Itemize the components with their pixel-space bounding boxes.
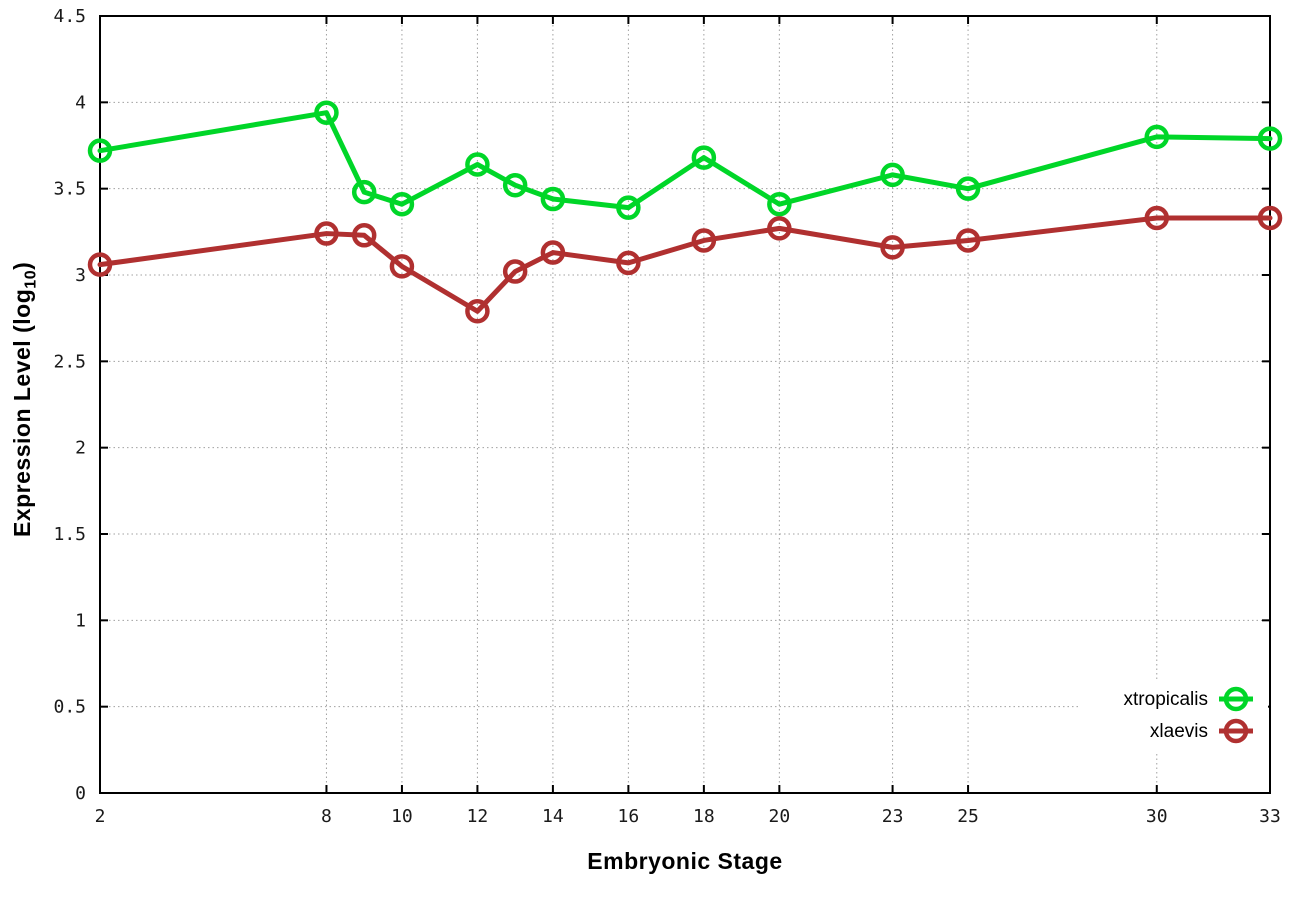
svg-text:0.5: 0.5 — [53, 697, 86, 718]
y-axis-label: Expression Level (log10) — [9, 261, 40, 537]
svg-text:8: 8 — [321, 806, 332, 827]
legend-label-xlaevis: xlaevis — [1150, 721, 1208, 742]
svg-text:30: 30 — [1146, 806, 1168, 827]
y-axis-label-subscript: 10 — [21, 269, 40, 289]
y-axis-label-close: ) — [9, 261, 35, 270]
legend-marker-xtropicalis — [1223, 686, 1249, 712]
legend: xtropicalis xlaevis — [1078, 679, 1268, 751]
legend-item-xtropicalis: xtropicalis — [1124, 686, 1253, 712]
svg-text:18: 18 — [693, 806, 715, 827]
svg-text:1: 1 — [75, 610, 86, 631]
svg-text:12: 12 — [467, 806, 489, 827]
legend-marker-xlaevis — [1223, 718, 1249, 744]
y-tick-labels: 0 0.5 1 1.5 2 2.5 3 3.5 4 4.5 — [53, 6, 86, 804]
svg-text:2: 2 — [95, 806, 106, 827]
legend-item-xlaevis: xlaevis — [1150, 718, 1253, 744]
y-axis-label-text: Expression Level (log — [9, 288, 35, 537]
svg-text:33: 33 — [1259, 806, 1281, 827]
svg-text:1.5: 1.5 — [53, 524, 86, 545]
svg-text:16: 16 — [618, 806, 640, 827]
svg-text:0: 0 — [75, 783, 86, 804]
svg-text:3.5: 3.5 — [53, 179, 86, 200]
svg-text:2: 2 — [75, 438, 86, 459]
gridlines — [100, 16, 1270, 793]
legend-label-xtropicalis: xtropicalis — [1124, 689, 1208, 710]
tick-marks — [99, 15, 1271, 794]
x-tick-labels: 2 8 10 12 14 16 18 20 23 25 30 33 — [95, 806, 1281, 827]
plot-border — [99, 15, 1271, 794]
svg-text:14: 14 — [542, 806, 564, 827]
svg-text:10: 10 — [391, 806, 413, 827]
svg-text:2.5: 2.5 — [53, 351, 86, 372]
series-xlaevis — [87, 205, 1283, 324]
svg-text:4.5: 4.5 — [53, 6, 86, 27]
svg-text:25: 25 — [957, 806, 979, 827]
series-xtropicalis — [87, 100, 1283, 220]
svg-text:4: 4 — [75, 92, 86, 113]
svg-text:23: 23 — [882, 806, 904, 827]
svg-text:3: 3 — [75, 265, 86, 286]
svg-text:20: 20 — [769, 806, 791, 827]
x-axis-label: Embryonic Stage — [587, 848, 783, 874]
